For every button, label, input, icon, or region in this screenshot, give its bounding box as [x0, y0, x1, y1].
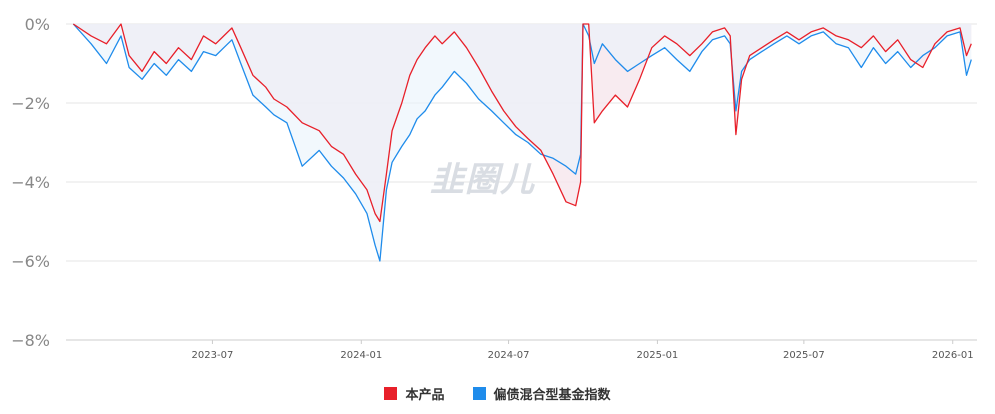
watermark: 韭圈儿 [430, 152, 535, 201]
legend-label-product: 本产品 [405, 387, 445, 403]
x-tick-label: 2025-07 [783, 350, 825, 361]
legend-swatch-index [472, 386, 486, 400]
fill-layer [73, 24, 972, 261]
x-tick-label: 2026-01 [932, 350, 974, 361]
series-area-1 [73, 24, 972, 261]
y-tick-label: 0% [25, 15, 50, 34]
legend-swatch-product [384, 386, 398, 400]
legend-item-index[interactable]: 偏债混合型基金指数 [472, 384, 611, 403]
y-tick-label: −2% [11, 94, 50, 113]
series-line-1 [72, 23, 972, 262]
watermark-text: 韭圈儿 [430, 160, 535, 200]
y-tick-label: −6% [11, 252, 50, 271]
x-tick-label: 2024-01 [340, 350, 382, 361]
drawdown-chart: 0% −2% −4% −6% −8% 2023-07 2024-01 2024-07 2025… [11, 15, 977, 361]
x-tick-label: 2025-01 [637, 350, 679, 361]
y-axis-ticks: 0% −2% −4% −6% −8% [11, 15, 50, 350]
series-line-0 [72, 23, 972, 223]
line-layer [72, 23, 972, 262]
x-tick-label: 2024-07 [488, 350, 530, 361]
y-tick-label: −8% [11, 331, 50, 350]
x-axis-ticks: 2023-07 2024-01 2024-07 2025-01 2025-07 2026-… [192, 340, 974, 361]
x-tick-label: 2023-07 [192, 350, 234, 361]
legend-item-product[interactable]: 本产品 [384, 384, 445, 403]
legend: 本产品 偏债混合型基金指数 [0, 382, 995, 404]
legend-label-index: 偏债混合型基金指数 [493, 387, 611, 403]
y-tick-label: −4% [11, 173, 50, 192]
